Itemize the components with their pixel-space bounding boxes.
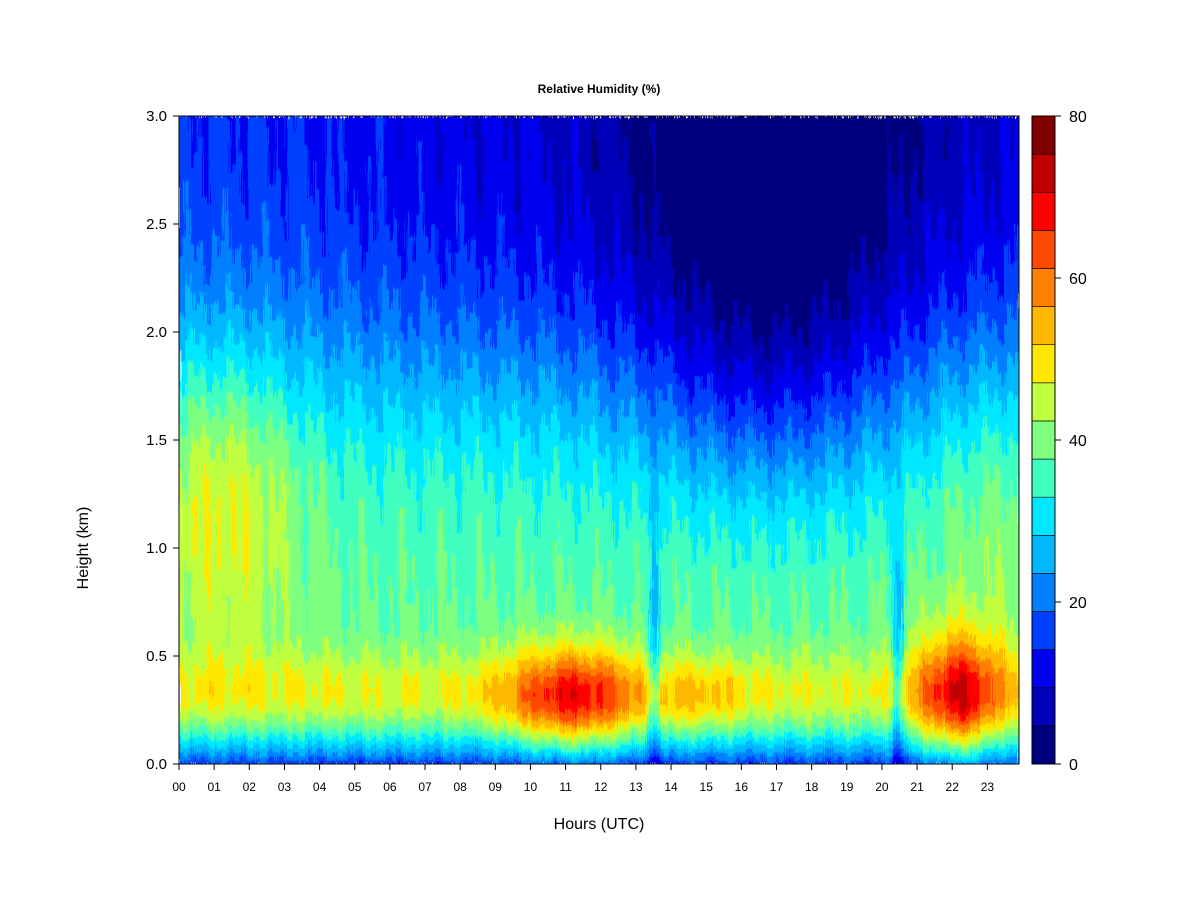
heatmap-field [179, 116, 1020, 765]
chart-title: Relative Humidity (%) [538, 82, 661, 96]
